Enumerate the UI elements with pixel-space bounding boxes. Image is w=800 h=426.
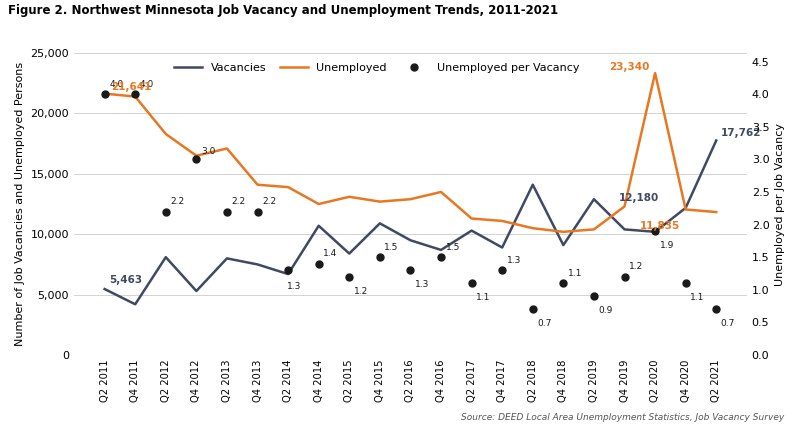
Unemployed per Vacancy [130, 92, 140, 97]
Text: 17,762: 17,762 [721, 128, 762, 138]
Vacancies [406, 238, 415, 243]
Text: Figure 2. Northwest Minnesota Job Vacancy and Unemployment Trends, 2011-2021: Figure 2. Northwest Minnesota Job Vacanc… [8, 4, 558, 17]
Text: 1.1: 1.1 [690, 293, 705, 302]
Text: 2.2: 2.2 [262, 197, 276, 206]
Unemployed per Vacancy [375, 255, 385, 260]
Text: 0.7: 0.7 [538, 319, 552, 328]
Unemployed [467, 216, 477, 221]
Vacancies [467, 228, 477, 233]
Vacancies [558, 242, 568, 248]
Unemployed [711, 210, 721, 215]
Unemployed [498, 219, 507, 224]
Text: 23,340: 23,340 [610, 61, 650, 72]
Unemployed [589, 227, 598, 232]
Text: 1.1: 1.1 [568, 269, 582, 278]
Unemployed [345, 194, 354, 199]
Text: 1.5: 1.5 [446, 243, 460, 252]
Vacancies [100, 286, 110, 291]
Unemployed [314, 201, 323, 207]
Text: 2.2: 2.2 [170, 197, 185, 206]
Text: 4.0: 4.0 [140, 80, 154, 89]
Unemployed [620, 204, 630, 209]
Unemployed [681, 207, 690, 212]
Text: 4.0: 4.0 [110, 80, 123, 89]
Vacancies [161, 255, 170, 260]
Unemployed per Vacancy [222, 209, 232, 214]
Unemployed [558, 229, 568, 234]
Text: 1.3: 1.3 [286, 282, 301, 291]
Text: 21,641: 21,641 [110, 82, 151, 92]
Unemployed [528, 226, 538, 231]
Unemployed per Vacancy [253, 209, 262, 214]
Text: 1.2: 1.2 [629, 262, 643, 271]
Text: 1.5: 1.5 [385, 243, 399, 252]
Text: 0.9: 0.9 [598, 306, 613, 315]
Text: 0.7: 0.7 [721, 319, 735, 328]
Vacancies [283, 271, 293, 276]
Vacancies [589, 197, 598, 202]
Text: 1.3: 1.3 [415, 280, 430, 289]
Unemployed per Vacancy [100, 92, 110, 97]
Vacancies [681, 205, 690, 210]
Text: 2.2: 2.2 [231, 197, 246, 206]
Unemployed [253, 182, 262, 187]
Unemployed per Vacancy [620, 274, 630, 279]
Unemployed per Vacancy [650, 228, 660, 233]
Vacancies [345, 251, 354, 256]
Unemployed per Vacancy [711, 307, 721, 312]
Unemployed per Vacancy [283, 268, 293, 273]
Unemployed per Vacancy [161, 209, 170, 214]
Vacancies [650, 229, 660, 234]
Vacancies [711, 138, 721, 143]
Unemployed per Vacancy [436, 255, 446, 260]
Text: 12,180: 12,180 [618, 193, 658, 203]
Y-axis label: Number of Job Vacancies and Unemployed Persons: Number of Job Vacancies and Unemployed P… [15, 62, 25, 346]
Vacancies [620, 227, 630, 232]
Unemployed [161, 132, 170, 137]
Vacancies [375, 221, 385, 226]
Vacancies [314, 223, 323, 228]
Unemployed per Vacancy [406, 268, 415, 273]
Unemployed [375, 199, 385, 204]
Unemployed per Vacancy [498, 268, 507, 273]
Text: 1.1: 1.1 [476, 293, 490, 302]
Vacancies [222, 256, 232, 261]
Unemployed [222, 146, 232, 151]
Text: 11,835: 11,835 [640, 221, 680, 231]
Unemployed per Vacancy [191, 157, 201, 162]
Unemployed [100, 91, 110, 96]
Y-axis label: Unemployed per Job Vacancy: Unemployed per Job Vacancy [775, 123, 785, 285]
Unemployed per Vacancy [467, 281, 477, 286]
Vacancies [130, 302, 140, 307]
Text: Source: DEED Local Area Unemployment Statistics, Job Vacancy Survey: Source: DEED Local Area Unemployment Sta… [461, 413, 784, 422]
Unemployed per Vacancy [589, 294, 598, 299]
Unemployed per Vacancy [345, 274, 354, 279]
Unemployed per Vacancy [528, 307, 538, 312]
Line: Vacancies: Vacancies [105, 141, 716, 304]
Text: 1.3: 1.3 [506, 256, 521, 265]
Unemployed [650, 71, 660, 76]
Unemployed per Vacancy [558, 281, 568, 286]
Unemployed [406, 197, 415, 202]
Unemployed [283, 184, 293, 190]
Unemployed per Vacancy [314, 261, 323, 266]
Text: 1.4: 1.4 [323, 249, 338, 259]
Unemployed [436, 190, 446, 195]
Vacancies [528, 182, 538, 187]
Unemployed per Vacancy [681, 281, 690, 286]
Line: Unemployed per Vacancy: Unemployed per Vacancy [101, 91, 720, 313]
Line: Unemployed: Unemployed [105, 73, 716, 232]
Text: 1.9: 1.9 [660, 241, 674, 250]
Vacancies [253, 262, 262, 267]
Text: 1.2: 1.2 [354, 287, 368, 296]
Vacancies [191, 288, 201, 294]
Legend: Vacancies, Unemployed, Unemployed per Vacancy: Vacancies, Unemployed, Unemployed per Va… [170, 59, 584, 78]
Unemployed [191, 153, 201, 158]
Vacancies [498, 245, 507, 250]
Text: 5,463: 5,463 [110, 275, 142, 285]
Text: 3.0: 3.0 [201, 147, 215, 156]
Vacancies [436, 248, 446, 253]
Unemployed [130, 94, 140, 99]
